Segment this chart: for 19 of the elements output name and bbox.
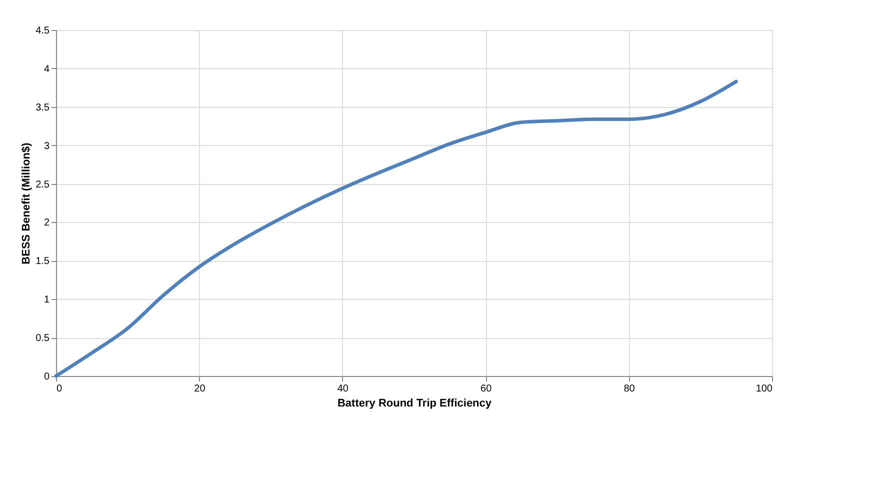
x-tick-label: 0 <box>56 384 62 394</box>
y-tick-label: 1.5 <box>36 256 50 268</box>
y-tick-label: 3.5 <box>36 102 50 114</box>
x-tick-label: 80 <box>624 384 636 394</box>
line-series <box>54 80 738 378</box>
y-tick-label: 3 <box>44 140 50 152</box>
x-tick-label: 100 <box>756 384 773 394</box>
x-axis-title: Battery Round Trip Efficiency <box>337 398 492 410</box>
y-tick-label: 4.5 <box>36 26 50 36</box>
y-tick-label: 2.5 <box>36 179 50 190</box>
x-tick-label: 40 <box>337 384 349 394</box>
y-tick-label: 0.5 <box>36 333 50 344</box>
y-tick-label: 1 <box>44 294 50 306</box>
x-tick-label: 20 <box>194 384 206 394</box>
y-tick-label: 0 <box>44 372 50 382</box>
y-tick-label: 4 <box>44 64 50 75</box>
x-tick-label: 60 <box>480 384 492 394</box>
y-tick-label: 2 <box>44 218 50 229</box>
y-axis-title: BESS Benefit (Million$) <box>20 142 33 264</box>
